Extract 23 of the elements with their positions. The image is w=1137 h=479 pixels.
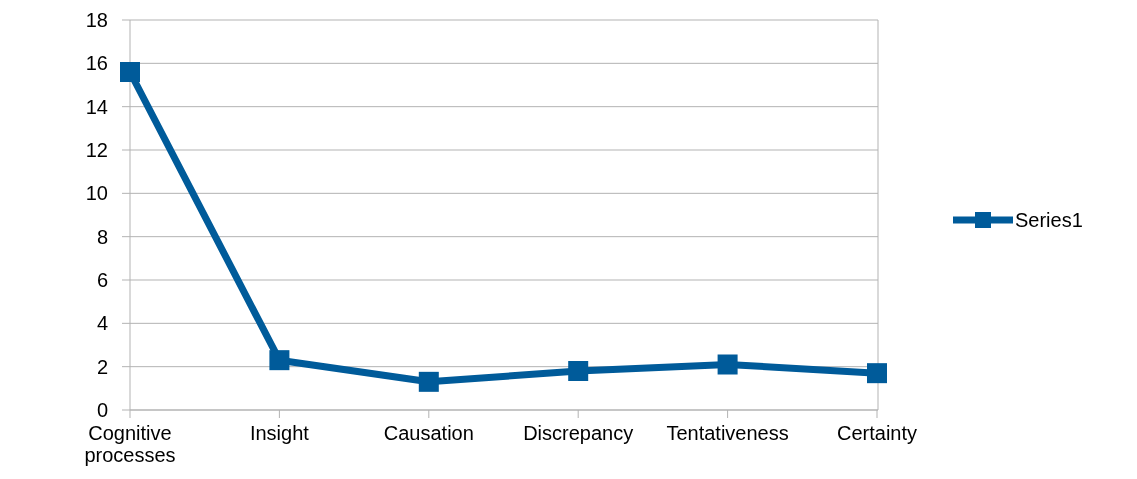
y-tick-label: 4 [96, 312, 108, 335]
point [418, 371, 439, 392]
x-tick-label: Certainty [836, 422, 918, 444]
point [867, 363, 887, 384]
point [568, 361, 589, 381]
y-tick-label: 2 [96, 355, 108, 378]
x-tick-label: Causation [383, 422, 474, 444]
y-tick-label: 6 [96, 269, 108, 291]
y-tick-label: 0 [96, 399, 108, 421]
y-tick-label: 10 [85, 182, 108, 205]
point [269, 350, 290, 371]
point [717, 354, 738, 375]
x-tick-label: Discrepancy [523, 422, 634, 444]
y-tick-label: 18 [85, 9, 108, 31]
y-tick-label: 8 [96, 225, 108, 248]
y-tick-label: 12 [85, 139, 108, 161]
x-tick-label: Tentativeness [666, 422, 789, 444]
legend-label: Series1 [1015, 209, 1083, 231]
y-tick-label: 16 [85, 52, 108, 75]
x-tick-label: Insight [249, 422, 310, 444]
y-tick-label: 14 [85, 95, 108, 118]
x-tick-label: Cognitive processes [84, 422, 176, 466]
point [120, 62, 140, 82]
